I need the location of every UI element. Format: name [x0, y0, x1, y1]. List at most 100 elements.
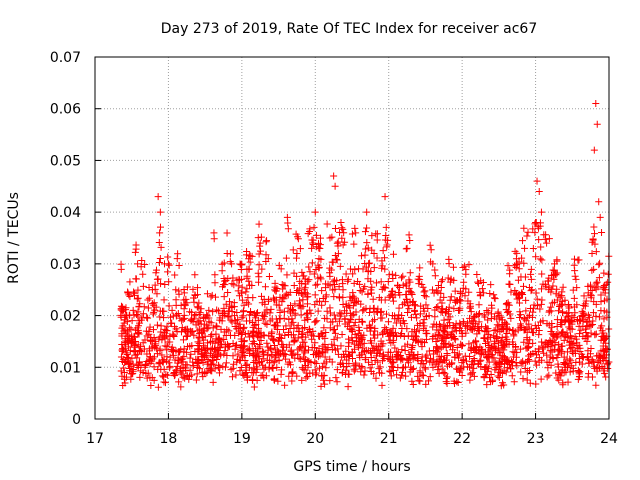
data-point — [597, 347, 605, 355]
data-point — [546, 353, 554, 361]
data-point — [524, 343, 532, 351]
data-point — [238, 289, 246, 297]
data-point — [154, 193, 162, 201]
data-point — [266, 317, 274, 325]
data-point — [260, 365, 268, 373]
data-point — [301, 347, 309, 355]
data-point — [265, 272, 273, 280]
data-point — [415, 272, 423, 280]
data-point — [270, 322, 278, 330]
data-point — [559, 379, 567, 387]
data-point — [377, 296, 385, 304]
data-point — [502, 300, 510, 308]
data-point — [426, 373, 434, 381]
data-point — [157, 322, 165, 330]
data-point — [186, 354, 194, 362]
data-point — [249, 337, 257, 345]
data-point — [270, 342, 278, 350]
data-point — [450, 324, 458, 332]
data-point — [535, 327, 543, 335]
data-point — [481, 328, 489, 336]
data-point — [407, 363, 415, 371]
data-point — [155, 239, 163, 247]
data-point — [395, 311, 403, 319]
data-point — [480, 374, 488, 382]
data-point — [335, 283, 343, 291]
data-point — [505, 356, 513, 364]
data-point — [412, 310, 420, 318]
data-point — [522, 296, 530, 304]
data-point — [359, 265, 367, 273]
data-point — [360, 371, 368, 379]
data-point — [459, 318, 467, 326]
x-tick-label: 22 — [453, 431, 471, 447]
data-point — [544, 341, 552, 349]
data-point — [289, 318, 297, 326]
data-point — [361, 367, 369, 375]
data-point — [523, 336, 531, 344]
data-point — [359, 318, 367, 326]
data-point — [164, 371, 172, 379]
data-point — [182, 348, 190, 356]
data-point — [527, 275, 535, 283]
data-point — [330, 276, 338, 284]
data-point — [450, 305, 458, 313]
data-point — [463, 357, 471, 365]
data-point — [119, 345, 127, 353]
data-point — [264, 255, 272, 263]
data-point — [569, 367, 577, 375]
data-point — [229, 352, 237, 360]
data-point — [397, 331, 405, 339]
data-point — [341, 238, 349, 246]
data-point — [313, 347, 321, 355]
data-point — [511, 328, 519, 336]
data-point — [226, 302, 234, 310]
data-point — [382, 223, 390, 231]
data-point — [560, 369, 568, 377]
data-point — [169, 346, 177, 354]
data-point — [334, 345, 342, 353]
data-point — [194, 338, 202, 346]
data-point — [129, 306, 137, 314]
data-point — [348, 326, 356, 334]
data-point — [466, 302, 474, 310]
data-point — [548, 348, 556, 356]
data-point — [164, 268, 172, 276]
data-point — [422, 329, 430, 337]
data-point — [360, 339, 368, 347]
data-point — [558, 329, 566, 337]
data-point — [326, 272, 334, 280]
data-point — [565, 317, 573, 325]
data-point — [228, 373, 236, 381]
data-point — [255, 220, 263, 228]
data-point — [208, 331, 216, 339]
data-point — [461, 262, 469, 270]
y-axis-ticks: 0 0.01 0.02 0.03 0.04 0.05 0.06 0.07 — [50, 50, 101, 428]
data-point — [367, 348, 375, 356]
data-point — [490, 327, 498, 335]
data-point — [281, 331, 289, 339]
data-point — [532, 380, 540, 388]
data-point — [346, 265, 354, 273]
data-point — [476, 357, 484, 365]
data-point — [370, 264, 378, 272]
data-point — [437, 289, 445, 297]
data-point — [246, 258, 254, 266]
data-point — [132, 245, 140, 253]
data-point — [203, 290, 211, 298]
data-point — [175, 261, 183, 269]
data-point — [151, 337, 159, 345]
data-point — [196, 317, 204, 325]
data-point — [275, 334, 283, 342]
data-point — [406, 237, 414, 245]
data-point — [553, 269, 561, 277]
data-point — [234, 350, 242, 358]
data-point — [554, 332, 562, 340]
data-point — [358, 362, 366, 370]
data-point — [242, 368, 250, 376]
data-point — [345, 360, 353, 368]
data-point — [191, 271, 199, 279]
data-point — [124, 289, 132, 297]
data-point — [538, 338, 546, 346]
data-point — [214, 352, 222, 360]
